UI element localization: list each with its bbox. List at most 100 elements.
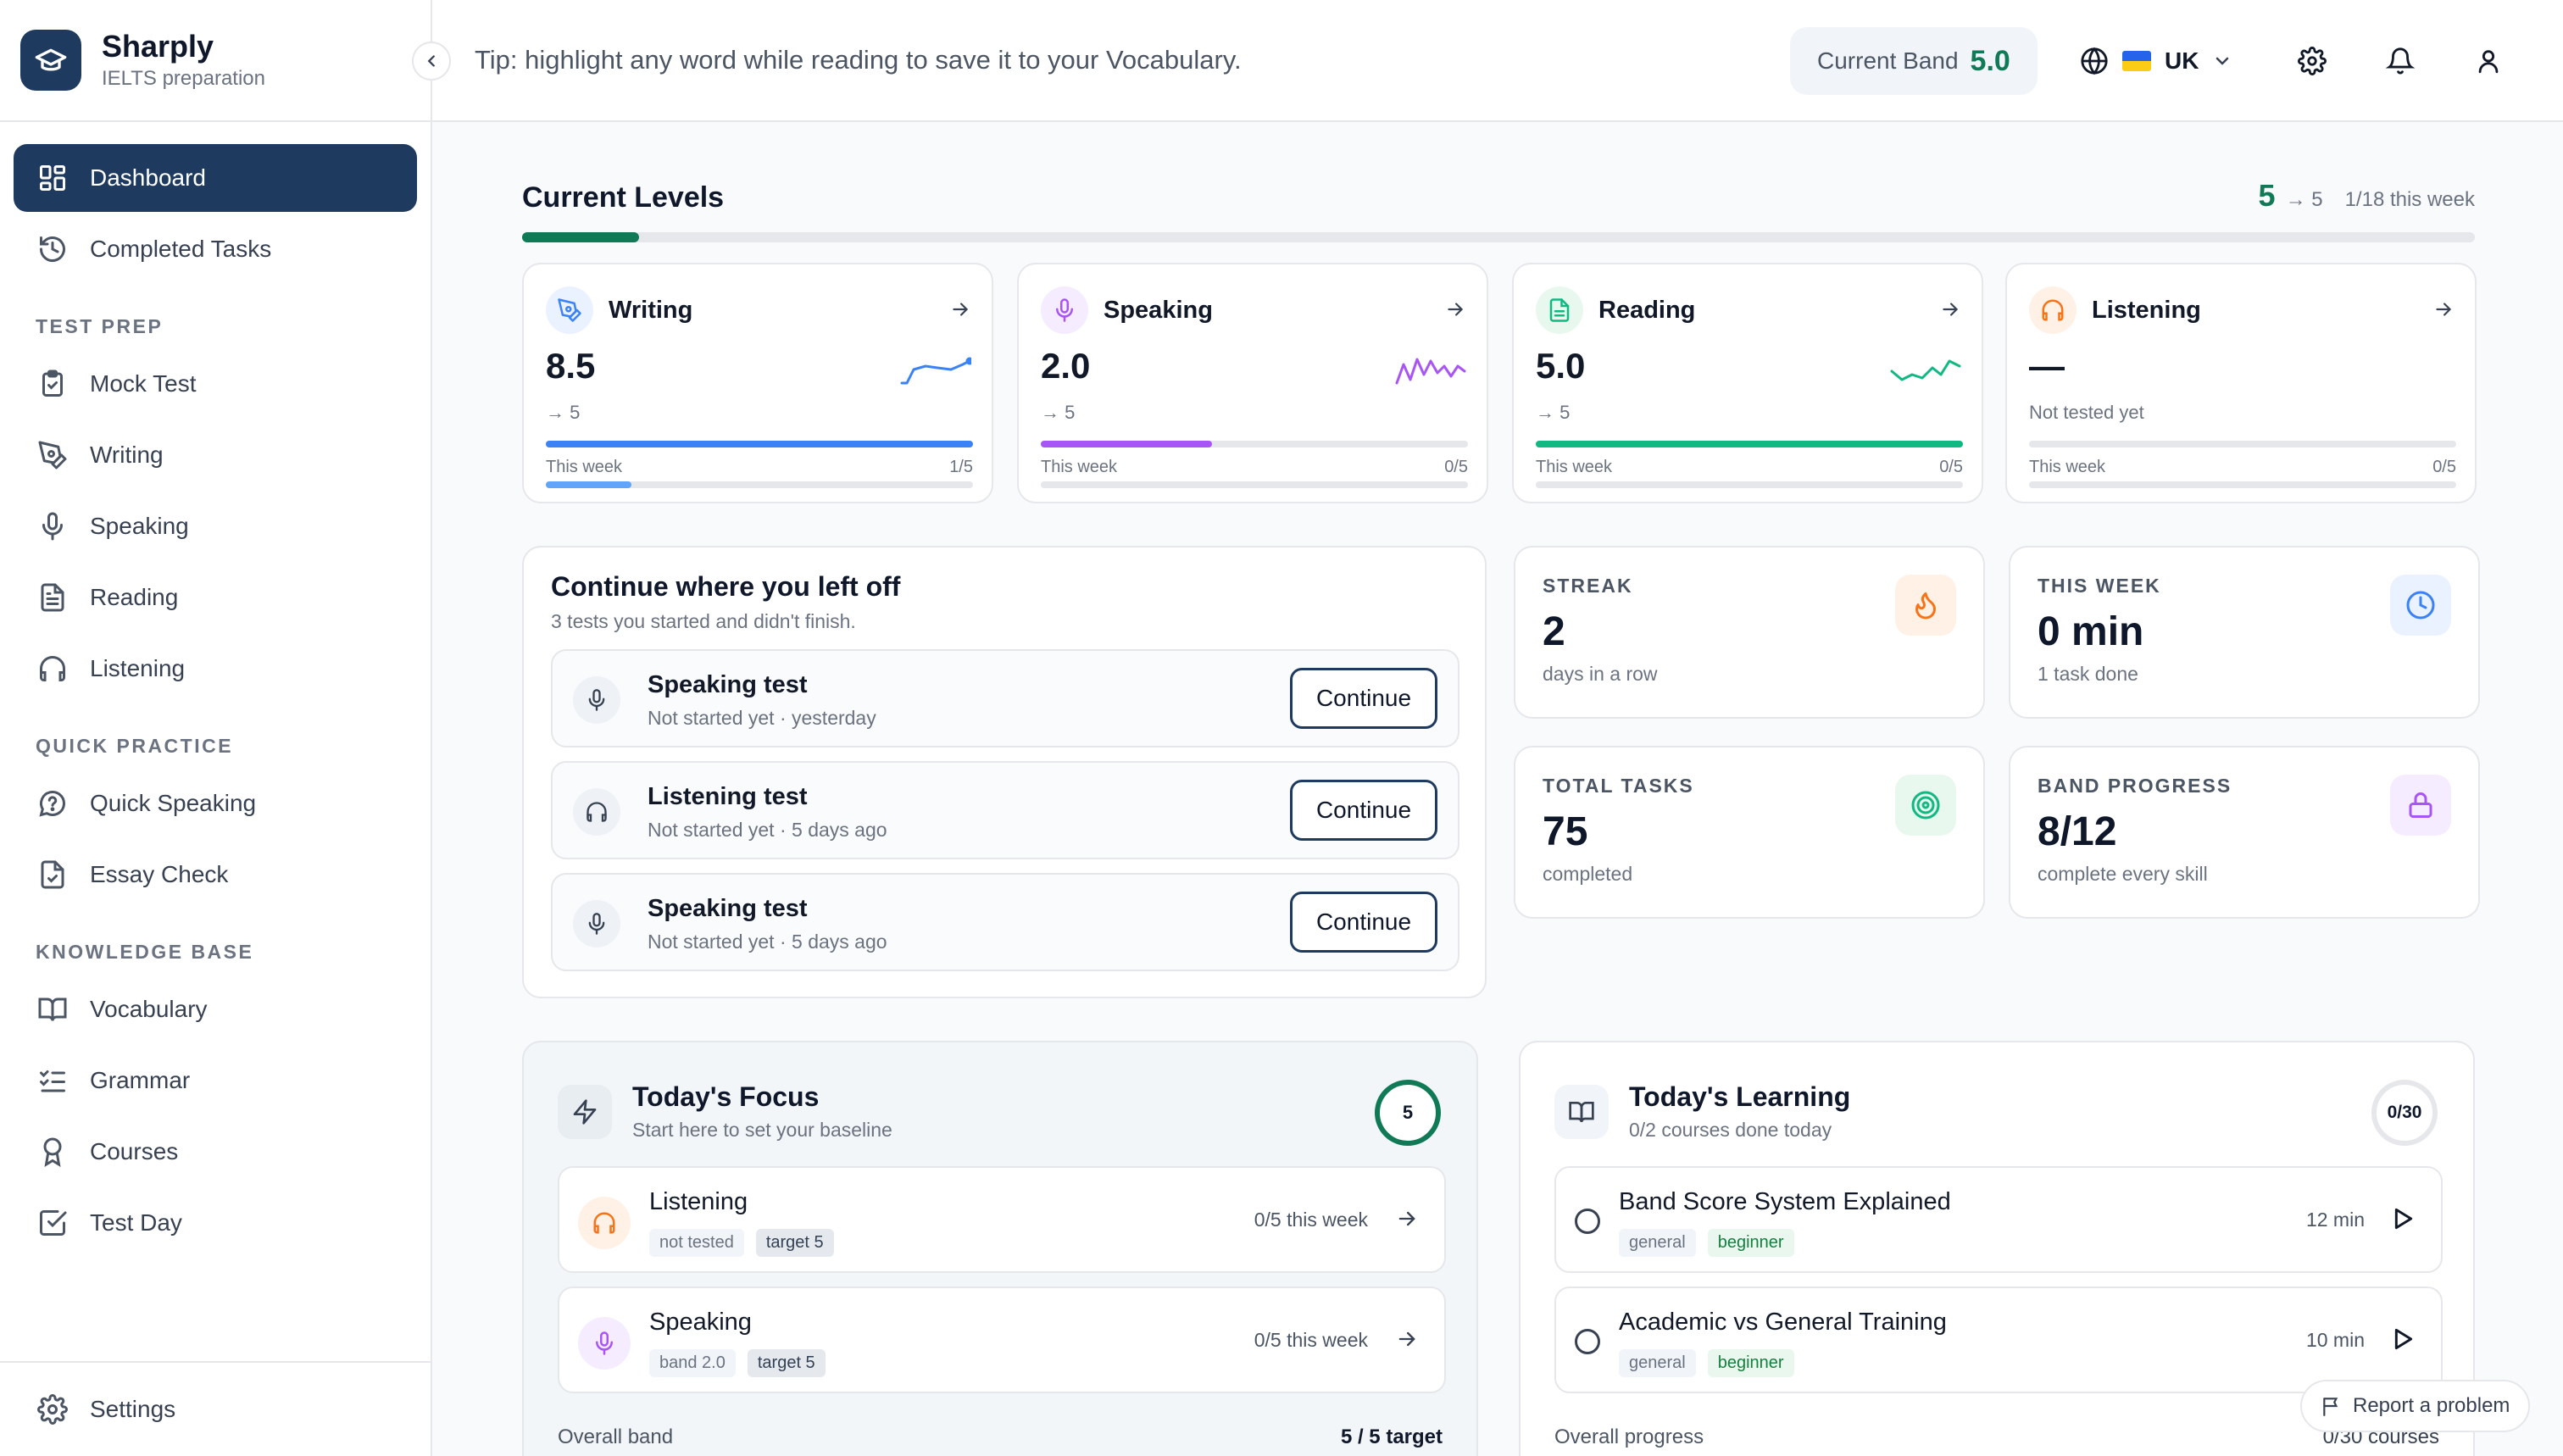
sidebar-item-label: Courses	[90, 1138, 179, 1164]
skill-score-bar	[2029, 441, 2456, 447]
play-icon[interactable]	[2388, 1205, 2416, 1232]
report-problem-button[interactable]: Report a problem	[2300, 1380, 2531, 1432]
sidebar-item-mock-test[interactable]: Mock Test	[14, 350, 417, 418]
test-meta: Not started yet · 5 days ago	[648, 931, 887, 953]
skill-week-count: 0/5	[1939, 458, 1963, 476]
focus-skill-name: Listening	[649, 1188, 748, 1215]
skill-score: 8.5	[546, 346, 596, 386]
continue-button[interactable]: Continue	[1290, 892, 1437, 953]
stat-sub: 1 task done	[2038, 663, 2138, 685]
sidebar-item-reading[interactable]: Reading	[14, 564, 417, 631]
skill-card-reading[interactable]: Reading 5.0 → 5 This week 0/5	[1512, 263, 1983, 503]
file-text-icon	[36, 581, 69, 614]
skill-target: → 5	[546, 402, 581, 423]
collapse-sidebar-button[interactable]	[412, 42, 451, 81]
sidebar-item-grammar[interactable]: Grammar	[14, 1047, 417, 1114]
course-name: Academic vs General Training	[1619, 1309, 1947, 1336]
sidebar-item-completed-tasks[interactable]: Completed Tasks	[14, 215, 417, 283]
skill-target: → 5	[1041, 402, 1076, 423]
skill-week-row: This week 1/5	[546, 458, 973, 477]
skill-week-bar	[546, 481, 973, 488]
skill-name: Listening	[2092, 296, 2201, 324]
sidebar-item-courses[interactable]: Courses	[14, 1118, 417, 1186]
sidebar-item-speaking[interactable]: Speaking	[14, 492, 417, 560]
current-band-pill[interactable]: Current Band 5.0	[1790, 27, 2038, 95]
sparkline-icon	[900, 349, 971, 388]
mic-icon	[573, 900, 620, 948]
skill-score-fill	[1041, 441, 1212, 447]
course-row[interactable]: Academic vs General Training general beg…	[1554, 1287, 2443, 1393]
course-checkbox[interactable]	[1575, 1209, 1600, 1234]
message-question-icon	[36, 786, 69, 820]
skill-week-fill	[546, 481, 631, 488]
skill-score: —	[2029, 346, 2065, 386]
settings-button[interactable]	[2295, 44, 2329, 78]
arrow-right-icon	[1939, 298, 1961, 320]
sidebar-item-label: Listening	[90, 655, 186, 681]
flame-icon	[1895, 575, 1956, 636]
focus-row-listening[interactable]: Listening not tested target 5 0/5 this w…	[558, 1166, 1446, 1273]
arrow-right-icon	[1395, 1327, 1419, 1351]
list-item: Speaking test Not started yet · 5 days a…	[551, 873, 1459, 971]
current-band-label: Current Band	[1817, 47, 1959, 74]
clock-icon	[2390, 575, 2451, 636]
pen-tool-icon	[546, 286, 593, 334]
stat-value: 8/12	[2038, 809, 2117, 854]
sidebar-item-settings[interactable]: Settings	[14, 1375, 417, 1443]
brand-subtitle: IELTS preparation	[102, 67, 265, 90]
sidebar-item-test-day[interactable]: Test Day	[14, 1189, 417, 1257]
language-selector[interactable]: UK	[2080, 34, 2232, 88]
sidebar-item-dashboard[interactable]: Dashboard	[14, 144, 417, 212]
focus-week-count: 0/5 this week	[1254, 1329, 1368, 1351]
sparkline-icon	[1890, 349, 1961, 388]
lock-icon	[2390, 775, 2451, 836]
sidebar-item-writing[interactable]: Writing	[14, 421, 417, 489]
headphones-icon	[36, 652, 69, 686]
skill-card-listening[interactable]: Listening — Not tested yet This week 0/5	[2005, 263, 2477, 503]
continue-card: Continue where you left off 3 tests you …	[522, 546, 1487, 998]
stat-card-total-tasks: TOTAL TASKS 75 completed	[1514, 746, 1985, 919]
sidebar-item-vocabulary[interactable]: Vocabulary	[14, 975, 417, 1043]
skill-card-writing[interactable]: Writing 8.5 → 5 This week 1/5	[522, 263, 993, 503]
sidebar-item-essay-check[interactable]: Essay Check	[14, 841, 417, 909]
profile-button[interactable]	[2471, 44, 2505, 78]
sidebar-item-label: Settings	[90, 1396, 176, 1422]
headphones-icon	[2029, 286, 2077, 334]
stat-card-band-progress: BAND PROGRESS 8/12 complete every skill	[2009, 746, 2480, 919]
test-name: Speaking test	[648, 671, 808, 698]
target-icon	[1895, 775, 1956, 836]
stat-label: STREAK	[1543, 575, 1633, 597]
skill-score: 5.0	[1536, 346, 1586, 386]
sidebar-item-label: Grammar	[90, 1067, 191, 1093]
bell-icon	[2386, 47, 2415, 75]
course-checkbox[interactable]	[1575, 1329, 1600, 1354]
brand-name: Sharply	[102, 29, 214, 64]
course-tags: general beginner	[1619, 1229, 1794, 1257]
mic-icon	[578, 1317, 631, 1370]
brand[interactable]: Sharply IELTS preparation	[0, 0, 431, 122]
continue-title: Continue where you left off	[551, 571, 901, 602]
list-item: Listening test Not started yet · 5 days …	[551, 761, 1459, 859]
ukraine-flag-icon	[2122, 51, 2151, 71]
sidebar-item-label: Test Day	[90, 1209, 182, 1236]
skill-week-label: This week	[2029, 458, 2106, 476]
learning-ring: 0/30	[2370, 1078, 2439, 1148]
todays-focus-card: Today's Focus Start here to set your bas…	[522, 1041, 1478, 1456]
course-row[interactable]: Band Score System Explained general begi…	[1554, 1166, 2443, 1273]
continue-button[interactable]: Continue	[1290, 668, 1437, 729]
focus-row-speaking[interactable]: Speaking band 2.0 target 5 0/5 this week	[558, 1287, 1446, 1393]
globe-icon	[2080, 47, 2109, 75]
continue-button[interactable]: Continue	[1290, 780, 1437, 841]
stat-sub: completed	[1543, 863, 1633, 885]
book-open-icon	[1554, 1085, 1609, 1139]
play-icon[interactable]	[2388, 1325, 2416, 1353]
category-badge: general	[1619, 1229, 1696, 1257]
stat-label: TOTAL TASKS	[1543, 775, 1694, 797]
notifications-button[interactable]	[2383, 44, 2417, 78]
levels-current: 5	[2258, 178, 2276, 213]
current-band-value: 5.0	[1970, 44, 2010, 77]
sidebar-item-listening[interactable]: Listening	[14, 635, 417, 703]
sidebar-item-quick-speaking[interactable]: Quick Speaking	[14, 770, 417, 837]
skill-card-speaking[interactable]: Speaking 2.0 → 5 This week 0/5	[1017, 263, 1488, 503]
headphones-icon	[573, 788, 620, 836]
